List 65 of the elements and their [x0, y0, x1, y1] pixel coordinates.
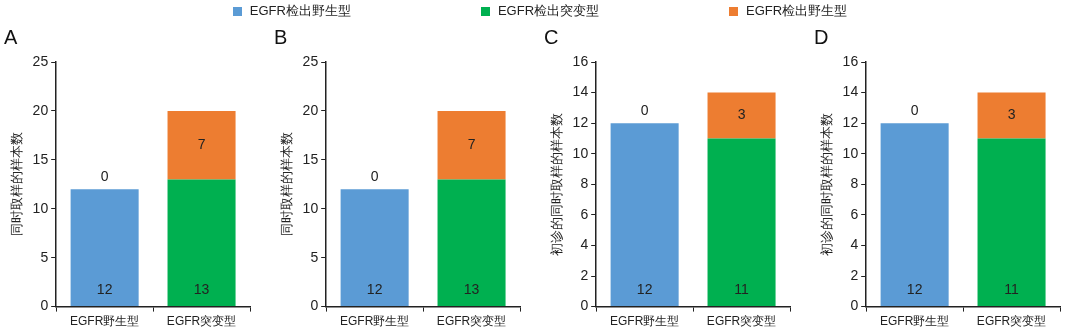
data-label: 12	[636, 280, 653, 297]
y-tick-label: 0	[40, 297, 49, 314]
data-label: 13	[193, 280, 210, 297]
y-tick-label: 14	[842, 83, 859, 100]
y-axis-title: 初诊的同时取样的样本数	[549, 112, 565, 256]
legend-label: EGFR检出野生型	[746, 2, 848, 20]
x-tick-label: EGFR野生型	[339, 314, 410, 329]
y-tick-label: 12	[572, 114, 589, 131]
y-tick-label: 5	[310, 248, 319, 265]
y-tick-label: 4	[580, 236, 589, 253]
data-label: 7	[467, 136, 476, 153]
legend-label: EGFR检出野生型	[249, 2, 351, 20]
data-label: 0	[370, 168, 379, 185]
y-axis-title: 同时取样的样本数	[9, 132, 25, 237]
y-tick-label: 6	[850, 205, 859, 222]
data-label: 11	[1004, 280, 1020, 297]
y-tick-label: 10	[842, 144, 859, 161]
y-tick-label: 0	[850, 297, 859, 314]
x-tick-label: EGFR突变型	[436, 314, 507, 329]
y-tick-label: 0	[580, 297, 589, 314]
y-tick-label: 25	[32, 52, 49, 69]
chart-title: B	[274, 26, 288, 49]
y-tick-label: 6	[580, 205, 589, 222]
data-label: 3	[737, 106, 746, 123]
data-label: 0	[100, 168, 109, 185]
y-tick-label: 8	[580, 175, 589, 192]
y-tick-label: 2	[580, 266, 589, 283]
x-tick-label: EGFR突变型	[976, 314, 1047, 329]
y-axis-title: 初诊的同时取样的样本数	[819, 112, 835, 256]
y-tick-label: 10	[302, 199, 319, 216]
x-tick-label: EGFR突变型	[166, 314, 237, 329]
x-tick-label: EGFR野生型	[69, 314, 140, 329]
y-tick-label: 20	[32, 101, 49, 118]
data-label: 0	[910, 102, 919, 119]
y-tick-label: 14	[572, 83, 589, 100]
x-tick-label: EGFR突变型	[706, 314, 777, 329]
y-tick-label: 2	[850, 266, 859, 283]
y-tick-label: 5	[40, 248, 49, 265]
y-tick-label: 16	[842, 52, 859, 69]
y-tick-label: 0	[310, 297, 319, 314]
data-label: 0	[640, 102, 649, 119]
data-label: 13	[463, 280, 480, 297]
chart-title: C	[544, 26, 559, 49]
y-tick-label: 4	[850, 236, 859, 253]
y-tick-label: 12	[842, 114, 859, 131]
data-label: 12	[366, 280, 383, 297]
y-axis-title: 同时取样的样本数	[279, 132, 295, 237]
data-label: 11	[734, 280, 750, 297]
y-tick-label: 10	[32, 199, 49, 216]
x-tick-label: EGFR野生型	[879, 314, 950, 329]
y-tick-label: 15	[302, 150, 319, 167]
data-label: 12	[96, 280, 113, 297]
data-label: 3	[1007, 106, 1016, 123]
chart-title: A	[4, 26, 18, 49]
y-tick-label: 20	[302, 101, 319, 118]
y-tick-label: 15	[32, 150, 49, 167]
legend-label: EGFR检出突变型	[497, 2, 600, 20]
y-tick-label: 25	[302, 52, 319, 69]
chart-title: D	[814, 26, 829, 49]
y-tick-label: 10	[572, 144, 589, 161]
y-tick-label: 16	[572, 52, 589, 69]
x-tick-label: EGFR野生型	[609, 314, 680, 329]
data-label: 7	[197, 136, 206, 153]
y-tick-label: 8	[850, 175, 859, 192]
data-label: 12	[906, 280, 923, 297]
